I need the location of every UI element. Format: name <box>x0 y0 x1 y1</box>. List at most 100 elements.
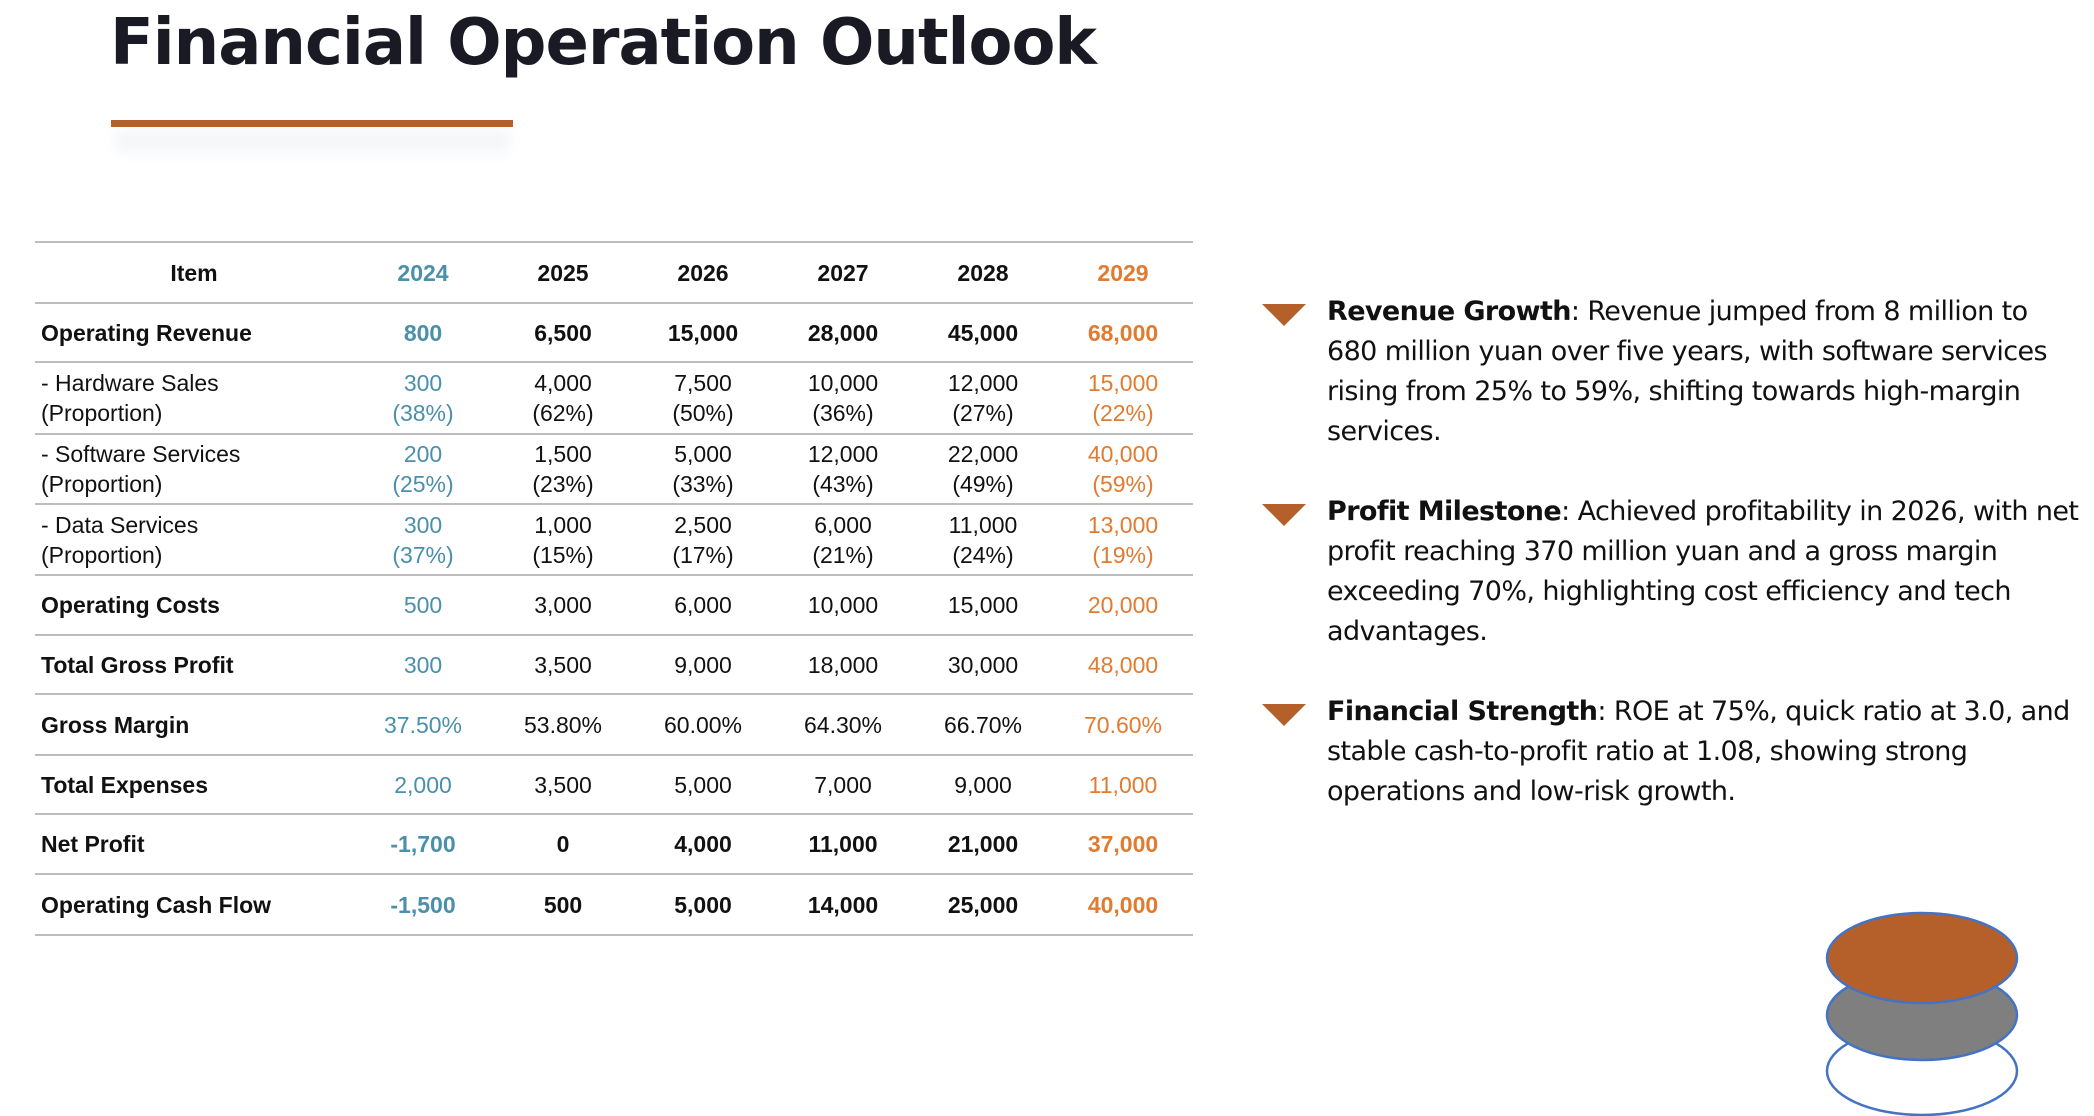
cell-2027: 14,000 <box>773 873 913 936</box>
cell-value: 30,000 <box>947 651 1019 678</box>
header-item: Item <box>35 241 353 304</box>
table-row: Operating Revenue 800 6,500 15,000 28,000 45,… <box>35 302 1193 363</box>
financial-table: Item 2024 2025 2026 2027 2028 2029 Operating R… <box>35 241 1193 936</box>
key-point-text: : ROE at 75%, quick ratio at 3.0, and st… <box>1327 696 2070 807</box>
row-label-line: Net Profit <box>41 831 145 857</box>
row-label-line: (Proportion) <box>41 541 163 568</box>
cell-2025: 4,000 (62%) <box>493 361 633 435</box>
stacked-discs-decoration <box>1825 911 2019 1116</box>
cell-value: 12,000 <box>947 370 1019 396</box>
cell-value: (25%) <box>392 471 454 497</box>
cell-2024: 500 <box>353 574 493 636</box>
cell-2027: 12,000 (43%) <box>773 433 913 505</box>
cell-value: (21%) <box>812 541 874 568</box>
cell-value: 68,000 <box>1087 319 1159 346</box>
cell-value: 15,000 <box>947 592 1019 618</box>
key-point: Revenue Growth: Revenue jumped from 8 mi… <box>1262 292 2082 452</box>
cell-2028: 21,000 <box>913 813 1053 875</box>
cell-value: 5,000 <box>674 441 732 467</box>
row-label-line: Gross Margin <box>41 711 190 738</box>
cell-2025: 3,500 <box>493 634 633 695</box>
cell-2025: 3,000 <box>493 574 633 636</box>
cell-2028: 12,000 (27%) <box>913 361 1053 435</box>
cell-value: 64.30% <box>803 711 882 738</box>
cell-2026: 60.00% <box>633 693 773 756</box>
cell-2028: 66.70% <box>913 693 1053 756</box>
cell-value: 40,000 <box>1087 891 1159 918</box>
cell-value: -1,500 <box>390 891 456 918</box>
cell-value: 18,000 <box>807 651 879 678</box>
cell-value: 6,000 <box>674 592 732 618</box>
cell-value: 7,000 <box>814 771 872 798</box>
cell-2026: 9,000 <box>633 634 773 695</box>
row-label-line: (Proportion) <box>41 400 163 426</box>
table-row: Total Expenses 2,000 3,500 5,000 7,000 9,000 1… <box>35 754 1193 815</box>
cell-2028: 15,000 <box>913 574 1053 636</box>
header-year: 2026 <box>633 241 773 304</box>
cell-value: 4,000 <box>534 370 592 396</box>
triangle-down-icon <box>1262 504 1306 526</box>
cell-value: 1,000 <box>534 511 592 538</box>
key-point: Financial Strength: ROE at 75%, quick ra… <box>1262 692 2082 812</box>
cell-value: (49%) <box>952 471 1014 497</box>
cell-2028: 11,000 (24%) <box>913 503 1053 576</box>
cell-value: 800 <box>403 319 443 346</box>
cell-value: (43%) <box>812 471 874 497</box>
cell-2024: -1,700 <box>353 813 493 875</box>
cell-value: 5,000 <box>674 891 732 918</box>
table-row: Gross Margin 37.50% 53.80% 60.00% 64.30% 66.7… <box>35 693 1193 756</box>
cell-value: 40,000 <box>1087 441 1159 467</box>
row-label: Gross Margin <box>35 693 353 756</box>
cell-2024: 200 (25%) <box>353 433 493 505</box>
cell-value: 25,000 <box>947 891 1019 918</box>
cell-2025: 1,000 (15%) <box>493 503 633 576</box>
cell-value: 21,000 <box>947 831 1019 857</box>
cell-value: 70.60% <box>1083 711 1162 738</box>
table-row: Operating Cash Flow -1,500 500 5,000 14,000 2… <box>35 873 1193 936</box>
cell-value: 11,000 <box>808 831 878 857</box>
title-underline <box>111 120 513 127</box>
cell-2026: 2,500 (17%) <box>633 503 773 576</box>
cell-2025: 500 <box>493 873 633 936</box>
triangle-down-icon <box>1262 704 1306 726</box>
cell-value: 6,000 <box>814 511 872 538</box>
header-year: 2027 <box>773 241 913 304</box>
cell-value: (22%) <box>1092 400 1154 426</box>
cell-2025: 0 <box>493 813 633 875</box>
cell-2025: 3,500 <box>493 754 633 815</box>
cell-value: 200 <box>403 441 443 467</box>
cell-value: (59%) <box>1092 471 1154 497</box>
cell-2024: 300 <box>353 634 493 695</box>
row-label-line: Total Gross Profit <box>41 651 234 678</box>
row-label: Operating Costs <box>35 574 353 636</box>
cell-2027: 6,000 (21%) <box>773 503 913 576</box>
cell-value: 3,500 <box>534 771 592 798</box>
cell-2028: 30,000 <box>913 634 1053 695</box>
cell-value: (38%) <box>392 400 454 426</box>
cell-2026: 6,000 <box>633 574 773 636</box>
cell-value: 12,000 <box>807 441 879 467</box>
cell-value: 37.50% <box>383 711 462 738</box>
row-label: Operating Cash Flow <box>35 873 353 936</box>
triangle-down-icon <box>1262 304 1306 326</box>
cell-2024: 37.50% <box>353 693 493 756</box>
cell-value: 11,000 <box>1088 771 1158 798</box>
cell-value: 4,000 <box>674 831 732 857</box>
cell-2027: 10,000 (36%) <box>773 361 913 435</box>
table-row: - Data Services (Proportion) 300 (37%) 1,000… <box>35 503 1193 576</box>
header-year: 2028 <box>913 241 1053 304</box>
row-label: - Hardware Sales (Proportion) <box>35 361 353 435</box>
cell-value: 9,000 <box>954 771 1012 798</box>
row-label-line: Total Expenses <box>41 771 209 798</box>
cell-2026: 15,000 <box>633 302 773 363</box>
cell-2026: 5,000 (33%) <box>633 433 773 505</box>
cell-2024: -1,500 <box>353 873 493 936</box>
table-row: Total Gross Profit 300 3,500 9,000 18,000 30,… <box>35 634 1193 695</box>
cell-2024: 2,000 <box>353 754 493 815</box>
cell-2029: 20,000 <box>1053 574 1193 636</box>
cell-2029: 48,000 <box>1053 634 1193 695</box>
cell-2025: 6,500 <box>493 302 633 363</box>
cell-2029: 15,000 (22%) <box>1053 361 1193 435</box>
table-row: - Software Services (Proportion) 200 (25%) 1… <box>35 433 1193 505</box>
cell-value: 14,000 <box>807 891 879 918</box>
